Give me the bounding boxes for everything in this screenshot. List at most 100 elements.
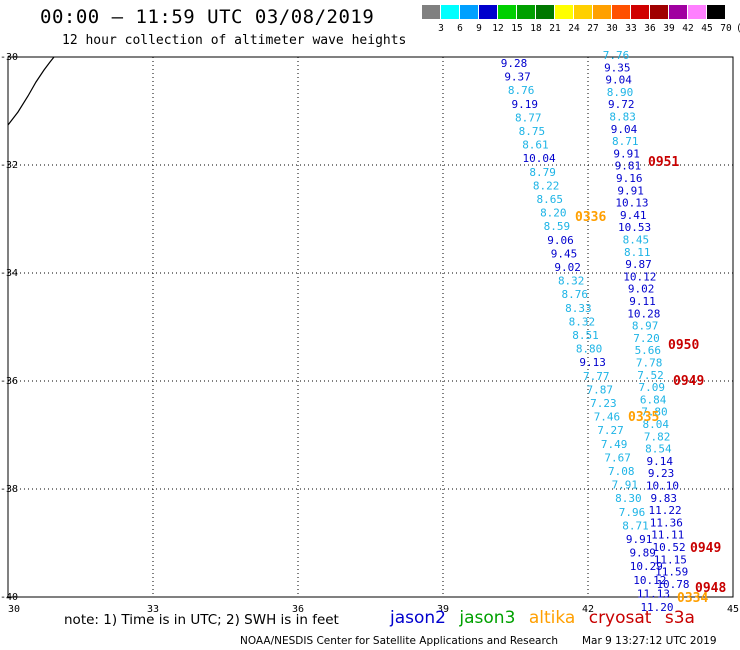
wave-height-label: 8.32 — [569, 315, 596, 328]
scale-label: 9 — [476, 23, 482, 34]
wave-height-label: 8.77 — [515, 111, 542, 124]
legend-s3a: s3a — [664, 608, 695, 628]
wave-height-label: 11.59 — [655, 566, 688, 579]
scale-swatch — [669, 5, 687, 19]
wave-height-label: 7.67 — [604, 451, 631, 464]
wave-height-label: 9.14 — [646, 455, 673, 468]
wave-height-label: 8.59 — [544, 220, 571, 233]
wave-height-label: 7.96 — [619, 506, 646, 519]
wave-height-label: 9.81 — [615, 160, 642, 173]
scale-label: (ft) — [736, 23, 740, 34]
wave-height-label: 8.11 — [624, 246, 651, 259]
wave-height-label: 8.71 — [622, 519, 649, 532]
wave-height-label: 8.76 — [562, 288, 589, 301]
wave-height-label: 5.66 — [635, 344, 662, 357]
legend-jason2: jason2 — [390, 608, 446, 628]
pass-time-label: 0949 — [690, 541, 721, 556]
wave-height-label: 8.20 — [540, 207, 567, 220]
pass-time-label: 0950 — [668, 338, 699, 353]
wave-height-label: 9.11 — [629, 295, 656, 308]
wave-height-label: 7.77 — [583, 370, 610, 383]
scale-swatch — [612, 5, 630, 19]
wave-track-left: 9.289.378.769.198.778.758.6110.048.798.2… — [501, 57, 674, 614]
scale-label: 39 — [663, 23, 675, 34]
y-tick-label: -38 — [0, 484, 18, 495]
wave-height-label: 11.13 — [637, 587, 670, 600]
wave-height-label: 10.12 — [633, 574, 666, 587]
scale-label: 6 — [457, 23, 463, 34]
pass-time-label: 0336 — [575, 210, 606, 225]
scale-label: 45 — [701, 23, 713, 34]
wave-height-label: 9.83 — [650, 492, 677, 505]
wave-height-label: 10.13 — [615, 197, 648, 210]
scale-swatch — [650, 5, 668, 19]
legend-jason3: jason3 — [459, 608, 516, 628]
wave-height-label: 9.87 — [625, 258, 652, 271]
wave-height-label: 7.82 — [644, 430, 671, 443]
scale-swatch — [460, 5, 478, 19]
wave-height-label: 8.83 — [609, 111, 636, 124]
wave-height-label: 9.02 — [554, 261, 581, 274]
wave-height-label: 8.75 — [519, 125, 546, 138]
wave-height-label: 9.28 — [501, 57, 528, 70]
scale-swatch — [498, 5, 516, 19]
wave-height-label: 11.15 — [654, 553, 687, 566]
wave-height-label: 7.09 — [639, 381, 666, 394]
wave-height-label: 8.51 — [572, 329, 599, 342]
wave-height-label: 8.04 — [643, 418, 670, 431]
coastline-path — [7, 56, 55, 126]
generated-timestamp: Mar 9 13:27:12 UTC 2019 — [582, 635, 717, 647]
scale-label: 21 — [549, 23, 561, 34]
wave-height-label: 7.20 — [633, 332, 660, 345]
plot-frame — [7, 56, 734, 598]
map-title: 00:00 – 11:59 UTC 03/08/2019 — [40, 6, 375, 28]
wave-height-label: 10.52 — [652, 541, 685, 554]
wave-height-label: 10.29 — [630, 560, 663, 573]
scale-swatch — [707, 5, 725, 19]
wave-height-label: 7.76 — [603, 49, 630, 62]
wave-height-label: 10.12 — [623, 270, 656, 283]
wave-height-label: 9.02 — [628, 283, 655, 296]
wave-height-label: 10.28 — [627, 307, 660, 320]
scale-swatch — [688, 5, 706, 19]
wave-height-label: 8.61 — [522, 139, 549, 152]
wave-height-label: 8.71 — [612, 135, 639, 148]
wave-height-label: 10.78 — [656, 578, 689, 591]
scale-swatch — [593, 5, 611, 19]
scale-label: 42 — [682, 23, 694, 34]
scale-swatch — [631, 5, 649, 19]
wave-height-label: 9.91 — [626, 533, 653, 546]
scale-label: 15 — [511, 23, 523, 34]
x-tick-label: 42 — [582, 604, 594, 615]
pass-time-label: 0951 — [648, 155, 679, 170]
wave-height-label: 9.35 — [604, 61, 631, 74]
scale-label: 24 — [568, 23, 580, 34]
wave-height-label: 8.97 — [632, 320, 659, 333]
wave-height-label: 8.76 — [508, 84, 535, 97]
credit-line: NOAA/NESDIS Center for Satellite Applica… — [240, 635, 558, 647]
scale-swatch — [536, 5, 554, 19]
axis-ticks: 30 33 36 39 42 45 -30 -32 -34 -36 -38 -40 — [0, 52, 739, 615]
scale-label: 36 — [644, 23, 656, 34]
wave-track-right: 7.769.359.048.909.728.839.048.719.919.81… — [603, 49, 690, 591]
pass-time-label: 0949 — [673, 374, 704, 389]
wave-height-label: 8.33 — [565, 302, 592, 315]
y-tick-label: -34 — [0, 268, 18, 279]
wave-height-label: 9.72 — [608, 98, 635, 111]
wave-height-label: 9.89 — [629, 547, 656, 560]
wave-height-label: 9.16 — [616, 172, 643, 185]
wave-height-label: 8.45 — [623, 234, 650, 247]
scale-label: 33 — [625, 23, 637, 34]
wave-height-label: 9.91 — [613, 147, 640, 160]
wave-height-label: 7.78 — [636, 357, 663, 370]
wave-height-label: 9.13 — [579, 356, 606, 369]
pass-time-label: 0334 — [677, 591, 708, 606]
map-subtitle: 12 hour collection of altimeter wave hei… — [62, 33, 407, 48]
footer-note: note: 1) Time is in UTC; 2) SWH is in fe… — [64, 612, 339, 628]
wave-height-label: 8.22 — [533, 179, 560, 192]
coastline — [7, 56, 55, 126]
wave-height-label: 7.49 — [601, 438, 628, 451]
x-tick-label: 33 — [147, 604, 159, 615]
